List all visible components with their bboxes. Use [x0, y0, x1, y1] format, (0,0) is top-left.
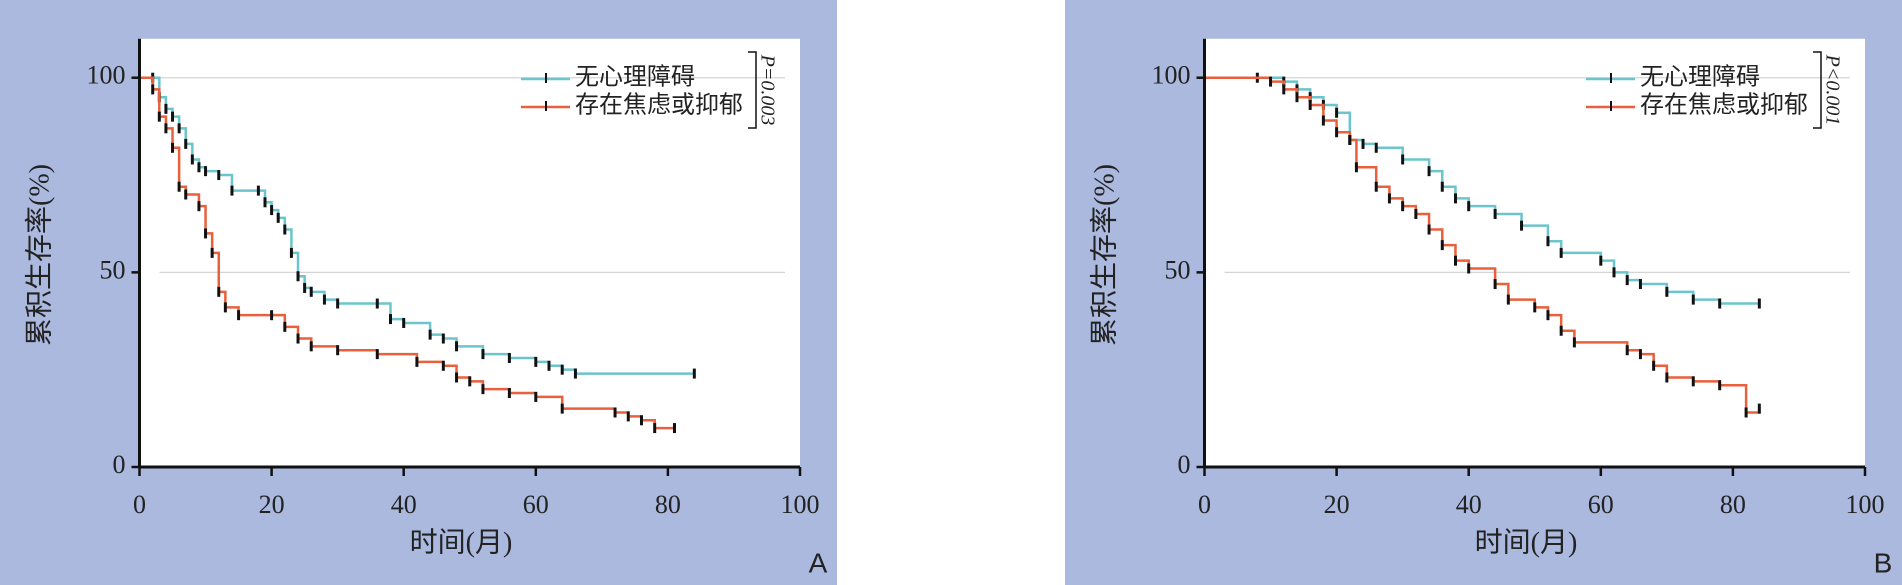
legend-label: 无心理障碍: [575, 64, 695, 91]
p-bracket: [748, 51, 757, 129]
panel-letter: B: [1874, 547, 1893, 578]
y-axis-label: 累积生存率(%): [23, 164, 55, 346]
p-value: P<0.001: [1821, 54, 1843, 126]
x-tick-label: 0: [1198, 490, 1211, 519]
y-tick-label: 50: [100, 255, 126, 284]
x-tick-label: 60: [1588, 490, 1614, 519]
legend-label: 存在焦虑或抑郁: [1640, 92, 1808, 119]
legend-label: 存在焦虑或抑郁: [575, 92, 743, 119]
x-tick-label: 60: [523, 490, 549, 519]
x-axis-label: 时间(月): [410, 526, 513, 558]
plot-area: [1204, 38, 1865, 468]
y-tick-label: 0: [113, 450, 126, 479]
x-tick-label: 100: [781, 490, 820, 519]
y-tick-label: 0: [1178, 450, 1191, 479]
x-tick-label: 80: [1720, 490, 1746, 519]
plot-area: [139, 38, 800, 468]
x-tick-label: 20: [1324, 490, 1350, 519]
x-tick-label: 40: [391, 490, 417, 519]
x-tick-label: 100: [1846, 490, 1885, 519]
p-bracket: [1813, 51, 1822, 129]
y-axis-label: 累积生存率(%): [1088, 164, 1120, 346]
x-tick-label: 0: [133, 490, 146, 519]
x-axis-label: 时间(月): [1475, 526, 1578, 558]
x-tick-label: 40: [1456, 490, 1482, 519]
panel-letter: A: [809, 547, 828, 578]
y-tick-label: 50: [1165, 255, 1191, 284]
x-tick-label: 80: [655, 490, 681, 519]
x-tick-label: 20: [259, 490, 285, 519]
y-tick-label: 100: [87, 61, 126, 90]
legend-label: 无心理障碍: [1640, 64, 1760, 91]
y-tick-label: 100: [1152, 61, 1191, 90]
p-value: P=0.003: [756, 54, 778, 126]
